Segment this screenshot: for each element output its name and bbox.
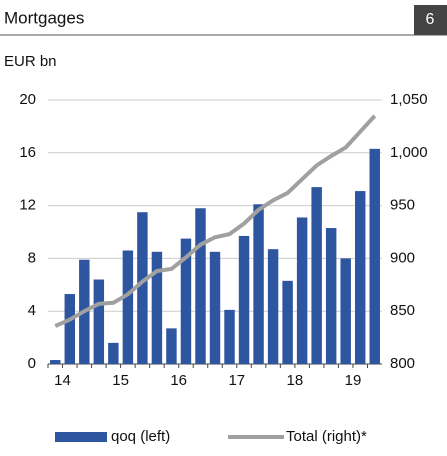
page-number: 6 <box>426 11 435 28</box>
y-tick-label: 12 <box>19 197 36 214</box>
bar <box>282 280 293 364</box>
y-tick-label: 20 <box>19 91 36 108</box>
unit-label: EUR bn <box>4 53 57 70</box>
bar <box>64 294 76 364</box>
bar <box>122 250 134 364</box>
y-tick-label: 0 <box>28 355 36 372</box>
bar <box>93 279 105 364</box>
x-tick-label: 15 <box>112 372 129 389</box>
line <box>54 114 377 328</box>
bar <box>108 342 119 364</box>
bar <box>209 251 221 364</box>
bar <box>224 309 235 364</box>
x-tick-label: 19 <box>345 372 362 389</box>
bar <box>238 235 250 364</box>
x-tick-label: 14 <box>54 372 71 389</box>
legend-swatch <box>55 432 107 442</box>
y2-tick-label: 850 <box>390 302 415 319</box>
bar <box>166 328 177 364</box>
bar <box>369 148 380 364</box>
legend-label: Total (right)* <box>286 428 367 445</box>
bar <box>180 238 192 364</box>
chart-title: Mortgages <box>4 8 84 27</box>
y2-tick-label: 900 <box>390 249 415 266</box>
y-tick-label: 8 <box>28 249 36 266</box>
bar <box>311 187 322 364</box>
bar <box>50 360 61 364</box>
y2-tick-label: 800 <box>390 355 415 372</box>
y-tick-label: 16 <box>19 144 36 161</box>
bar <box>296 217 308 364</box>
legend-label: qoq (left) <box>111 428 170 445</box>
y-tick-label: 4 <box>28 302 36 319</box>
y2-tick-label: 1,050 <box>390 91 428 108</box>
bar <box>325 228 337 364</box>
bar <box>253 204 264 364</box>
x-tick-label: 16 <box>170 372 187 389</box>
bar <box>267 249 279 364</box>
bar <box>195 208 206 364</box>
bar <box>137 212 148 364</box>
x-tick-label: 18 <box>287 372 304 389</box>
page-number-box <box>414 5 447 35</box>
y2-tick-label: 950 <box>390 197 415 214</box>
x-tick-label: 17 <box>228 372 245 389</box>
bar <box>340 258 351 364</box>
bar <box>151 251 163 364</box>
y2-tick-label: 1,000 <box>390 144 428 161</box>
bar <box>354 191 366 364</box>
